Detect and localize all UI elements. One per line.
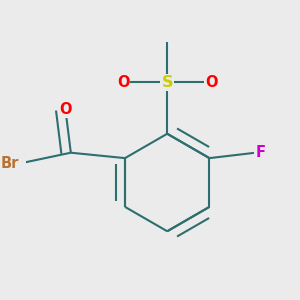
Text: F: F xyxy=(256,145,266,160)
Text: Br: Br xyxy=(1,156,20,171)
Text: O: O xyxy=(205,75,218,90)
Text: O: O xyxy=(59,102,72,117)
Text: O: O xyxy=(117,75,129,90)
Text: S: S xyxy=(161,75,173,90)
